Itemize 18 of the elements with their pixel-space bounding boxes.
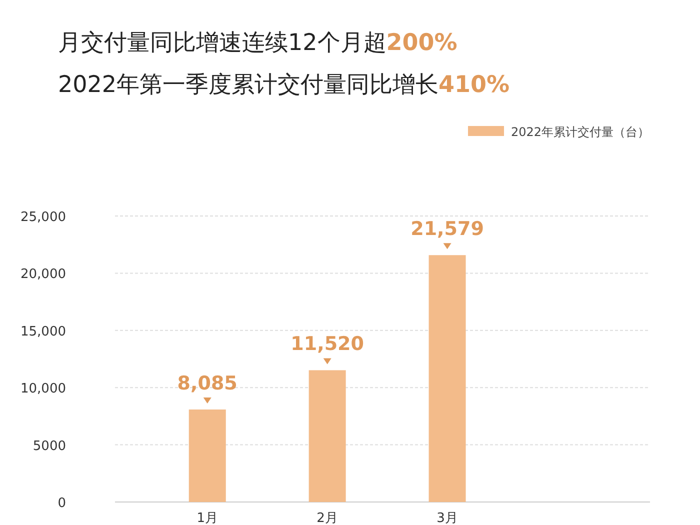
y-tick-label: 0 (58, 496, 66, 511)
data-label: 8,085 (177, 372, 238, 395)
bar (308, 370, 346, 502)
y-tick-label: 15,000 (20, 324, 66, 340)
data-label: 11,520 (290, 333, 364, 356)
x-tick-label: 3月 (436, 511, 458, 525)
chart-title: 月交付量同比增速连续12个月超200% (58, 30, 458, 56)
chart-subtitle: 2022年第一季度累计交付量同比增长410% (58, 72, 510, 98)
x-tick-label: 2月 (316, 511, 338, 525)
y-tick-label: 25,000 (20, 210, 66, 225)
y-tick-label: 5000 (32, 438, 66, 454)
x-tick-label: 1月 (196, 511, 218, 525)
data-label: 21,579 (410, 218, 484, 240)
bar (428, 255, 466, 502)
bar (188, 410, 226, 502)
legend-label: 2022年累计交付量（台） (511, 125, 650, 139)
y-tick-label: 20,000 (20, 267, 66, 282)
y-tick-label: 10,000 (20, 382, 66, 397)
